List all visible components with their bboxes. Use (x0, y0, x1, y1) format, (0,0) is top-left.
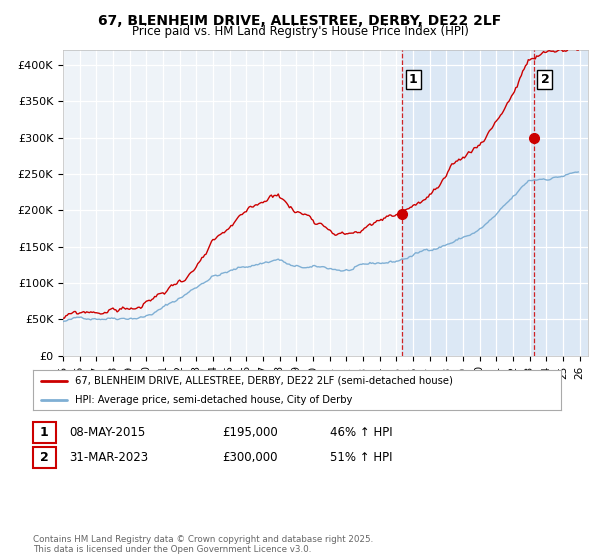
Bar (402, 50, 588, 356)
Text: 1: 1 (409, 73, 418, 86)
Text: 08-MAY-2015: 08-MAY-2015 (69, 426, 145, 439)
Bar (534, 50, 588, 356)
Text: £195,000: £195,000 (222, 426, 278, 439)
Text: 67, BLENHEIM DRIVE, ALLESTREE, DERBY, DE22 2LF: 67, BLENHEIM DRIVE, ALLESTREE, DERBY, DE… (98, 14, 502, 28)
Text: HPI: Average price, semi-detached house, City of Derby: HPI: Average price, semi-detached house,… (75, 395, 353, 405)
Text: £300,000: £300,000 (222, 451, 277, 464)
Text: 2: 2 (40, 451, 49, 464)
Text: 31-MAR-2023: 31-MAR-2023 (69, 451, 148, 464)
Text: Price paid vs. HM Land Registry's House Price Index (HPI): Price paid vs. HM Land Registry's House … (131, 25, 469, 38)
Text: 2: 2 (541, 73, 549, 86)
Text: 1: 1 (40, 426, 49, 439)
Text: Contains HM Land Registry data © Crown copyright and database right 2025.
This d: Contains HM Land Registry data © Crown c… (33, 535, 373, 554)
Text: 46% ↑ HPI: 46% ↑ HPI (330, 426, 392, 439)
Text: 51% ↑ HPI: 51% ↑ HPI (330, 451, 392, 464)
Text: 67, BLENHEIM DRIVE, ALLESTREE, DERBY, DE22 2LF (semi-detached house): 67, BLENHEIM DRIVE, ALLESTREE, DERBY, DE… (75, 376, 453, 386)
